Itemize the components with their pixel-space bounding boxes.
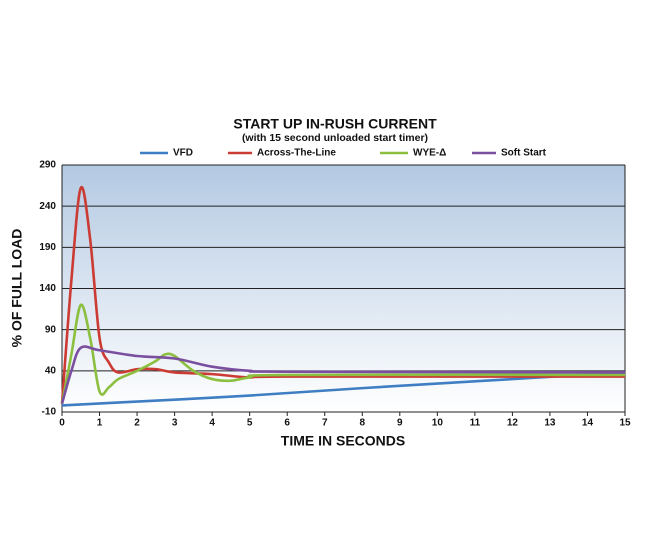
legend-label: Soft Start bbox=[501, 148, 547, 159]
series-line bbox=[60, 185, 626, 404]
x-tick-label: 6 bbox=[284, 418, 290, 429]
series-line bbox=[61, 371, 626, 407]
y-tick-label: 140 bbox=[39, 283, 56, 294]
y-tick-label: -10 bbox=[42, 407, 57, 418]
series-line bbox=[60, 303, 626, 405]
legend-label: VFD bbox=[173, 148, 193, 159]
x-tick-label: 10 bbox=[432, 418, 444, 429]
x-tick-label: 13 bbox=[544, 418, 556, 429]
x-tick-label: 2 bbox=[134, 418, 140, 429]
x-tick-label: 4 bbox=[209, 418, 215, 429]
chart-subtitle: (with 15 second unloaded start timer) bbox=[242, 132, 428, 144]
y-tick-label: 40 bbox=[45, 365, 57, 376]
x-tick-label: 8 bbox=[359, 418, 365, 429]
y-tick-label: 240 bbox=[39, 201, 56, 212]
x-axis-label: TIME IN SECONDS bbox=[281, 433, 405, 449]
y-tick-label: 290 bbox=[39, 160, 56, 171]
x-tick-label: 12 bbox=[507, 418, 519, 429]
x-tick-label: 1 bbox=[97, 418, 103, 429]
x-tick-label: 11 bbox=[470, 418, 481, 429]
x-tick-label: 9 bbox=[397, 418, 403, 429]
series-line bbox=[60, 345, 626, 405]
legend-label: Across-The-Line bbox=[257, 148, 336, 159]
x-tick-label: 7 bbox=[322, 418, 328, 429]
legend-label: WYE-Δ bbox=[413, 148, 446, 159]
x-tick-label: 3 bbox=[172, 418, 178, 429]
x-tick-label: 15 bbox=[619, 418, 631, 429]
x-tick-label: 0 bbox=[59, 418, 65, 429]
y-tick-label: 90 bbox=[45, 324, 57, 335]
chart-title: START UP IN-RUSH CURRENT bbox=[233, 116, 437, 132]
y-tick-label: 190 bbox=[39, 242, 56, 253]
x-tick-label: 14 bbox=[582, 418, 594, 429]
y-axis-label: % OF FULL LOAD bbox=[9, 229, 25, 348]
x-tick-label: 5 bbox=[247, 418, 253, 429]
